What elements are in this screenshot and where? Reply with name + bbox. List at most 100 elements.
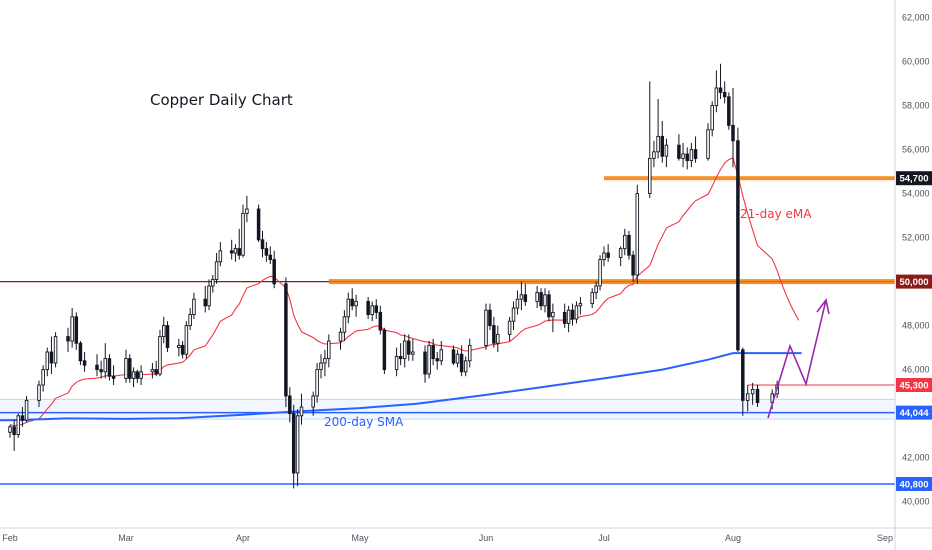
candle	[602, 246, 606, 267]
candle-body	[188, 314, 192, 327]
candle	[551, 303, 555, 333]
candle-body	[598, 259, 602, 287]
candle	[180, 341, 185, 359]
candle	[755, 385, 760, 407]
candle	[378, 305, 383, 335]
candle-body	[284, 283, 288, 397]
candle	[66, 327, 70, 352]
candle	[49, 336, 54, 374]
x-tick-label: May	[351, 533, 369, 543]
candle-body	[488, 309, 492, 327]
candle	[574, 301, 579, 324]
candle	[192, 292, 196, 319]
candle	[618, 246, 623, 267]
candle-body	[411, 351, 415, 355]
price-badge-label: 40,800	[899, 479, 928, 490]
candle-body	[727, 96, 731, 126]
projection-arrows	[767, 298, 830, 419]
price-badge-label: 54,700	[899, 174, 928, 185]
candle	[689, 143, 694, 168]
candle-body	[459, 353, 464, 373]
candle-body	[562, 311, 567, 324]
candle	[374, 299, 379, 319]
candle	[107, 354, 112, 381]
candle	[411, 338, 415, 361]
candle-body	[706, 129, 710, 159]
candle	[295, 409, 300, 487]
candle	[578, 297, 583, 315]
candle	[685, 147, 689, 170]
candle-body	[319, 362, 323, 371]
candle-body	[606, 252, 610, 258]
price-badge-label: 45,300	[899, 380, 928, 391]
candle-body	[41, 369, 45, 386]
candle	[264, 242, 269, 262]
candle	[354, 294, 358, 317]
candle-body	[627, 234, 631, 256]
price-badge-bg	[896, 405, 932, 420]
y-tick-label: 58,000	[902, 101, 930, 111]
candle	[154, 360, 158, 377]
candle	[488, 303, 492, 330]
candle	[731, 88, 735, 168]
price-badges: 54,700 50,000 45,300 44,044 40,800	[896, 171, 932, 491]
candle	[45, 347, 50, 377]
candles	[8, 63, 779, 489]
candle	[229, 239, 234, 260]
candle-body	[229, 250, 234, 254]
y-tick-label: 52,000	[902, 233, 930, 243]
y-tick-label: 40,000	[902, 497, 930, 507]
candle	[135, 369, 140, 383]
candle-body	[315, 369, 319, 397]
candle-body	[192, 298, 196, 316]
y-tick-label: 48,000	[902, 321, 930, 331]
candle	[539, 288, 543, 311]
candle-body	[327, 340, 331, 360]
candle-body	[664, 144, 669, 157]
candle-body	[311, 395, 315, 408]
candle	[342, 310, 347, 341]
candle-body	[264, 248, 269, 256]
candle-body	[124, 358, 128, 379]
candle-body	[507, 320, 512, 335]
candle-body	[722, 91, 727, 98]
candle	[435, 352, 439, 370]
candle-body	[594, 285, 598, 294]
candle	[590, 288, 594, 308]
candle-body	[24, 399, 29, 421]
x-tick-label: Jun	[479, 533, 494, 543]
price-badge: 54,700	[896, 171, 932, 186]
candle-body	[463, 360, 468, 373]
candle-body	[492, 325, 496, 344]
candle-body	[431, 344, 435, 360]
candle	[623, 228, 627, 256]
level-band-54700	[604, 176, 895, 181]
candle	[635, 184, 640, 284]
candle-body	[631, 254, 635, 276]
candle-body	[578, 303, 583, 307]
candle-body	[378, 311, 383, 331]
candle	[95, 354, 99, 377]
x-axis: Feb Mar Apr May Jun Jul Aug Sep	[0, 527, 932, 543]
candle-body	[49, 351, 54, 364]
candle	[515, 290, 520, 315]
candle	[652, 140, 656, 168]
price-badge-bg	[896, 171, 932, 186]
candle-body	[256, 208, 261, 241]
candle	[184, 321, 189, 359]
candle-body	[435, 358, 439, 362]
candle-body	[139, 371, 143, 379]
candle-body	[342, 316, 347, 333]
candle	[319, 354, 323, 379]
candle-body	[523, 294, 528, 302]
candle-body	[180, 344, 185, 355]
price-badge-bg	[896, 477, 932, 491]
candle	[484, 303, 488, 350]
candle	[741, 347, 745, 416]
candle	[158, 330, 162, 377]
candle-body	[53, 336, 58, 364]
candle-body	[45, 351, 50, 371]
candle	[750, 382, 755, 405]
candle-body	[165, 325, 170, 349]
candle	[507, 316, 512, 341]
